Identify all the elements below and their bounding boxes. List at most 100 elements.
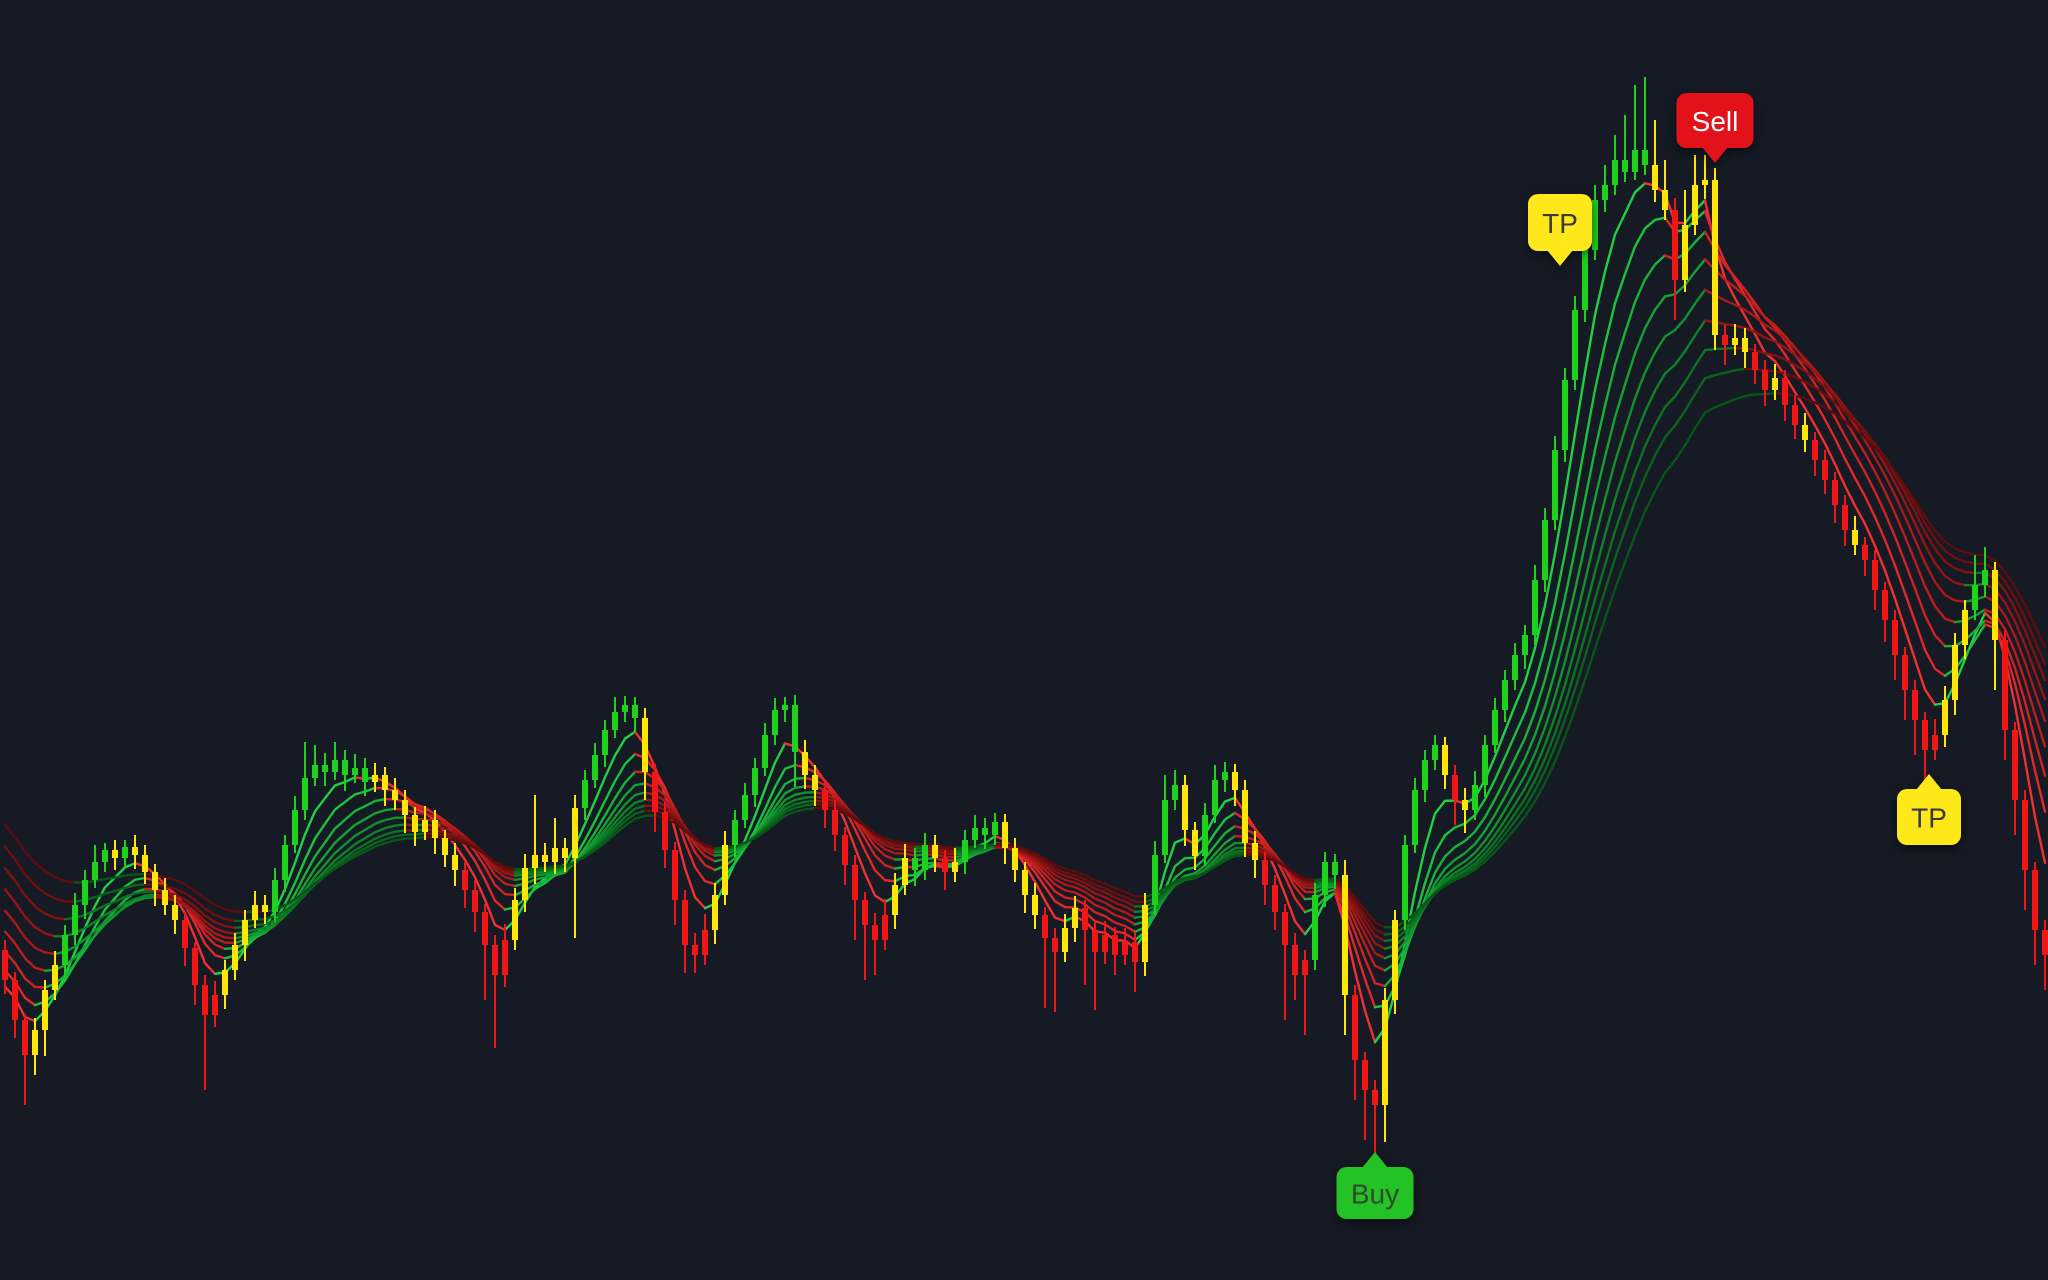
candle (1832, 472, 1838, 523)
candle (702, 914, 708, 965)
candle (332, 742, 338, 780)
ema-ribbon-line (1233, 834, 1317, 894)
candle (1902, 647, 1908, 720)
candle-body (162, 890, 168, 905)
candle (1112, 927, 1118, 975)
candle-body (1532, 580, 1538, 635)
sell-balloon (1676, 93, 1754, 148)
candle (872, 913, 878, 975)
candle-body (982, 828, 988, 835)
candle-body (1282, 912, 1288, 945)
candle-body (1492, 710, 1498, 745)
candle (1462, 788, 1468, 833)
candle-body (1622, 160, 1628, 172)
candle (1252, 831, 1258, 878)
candle-body (632, 705, 638, 718)
candle (1992, 562, 1998, 690)
ema-ribbon-line (233, 816, 407, 940)
candle-body (202, 985, 208, 1015)
candle (252, 891, 258, 928)
candle (1282, 904, 1288, 1020)
candle-body (442, 838, 448, 855)
candle (572, 795, 578, 938)
candle-body (482, 912, 488, 945)
candle-body (1462, 800, 1468, 810)
candle (1822, 450, 1828, 494)
ema-ribbon-line (1383, 288, 1707, 960)
candle-body (582, 780, 588, 808)
candle-body (1782, 378, 1788, 405)
sell-signal-label[interactable]: Sell (1676, 93, 1754, 163)
candle-body (1662, 190, 1668, 210)
ema-ribbon-line (263, 835, 427, 913)
candle (142, 845, 148, 884)
candle-body (2022, 800, 2028, 870)
candle (1352, 985, 1358, 1100)
candle (922, 833, 928, 880)
candle-body (1232, 772, 1238, 790)
candle (1422, 750, 1428, 802)
ema-ribbon-line (1703, 230, 1947, 648)
candle (902, 844, 908, 895)
candle (1672, 198, 1678, 320)
candle-body (422, 820, 428, 832)
candle (592, 743, 598, 788)
candle-body (1792, 405, 1798, 425)
candle-body (1942, 700, 1948, 735)
candle-body (1112, 935, 1118, 955)
ema-ribbon-line (1383, 319, 1707, 950)
candle-body (182, 920, 188, 948)
ema-ribbon-line (1703, 199, 1937, 706)
candle (1012, 838, 1018, 882)
candle-body (312, 765, 318, 778)
ema-ribbon-line (923, 853, 957, 859)
candle-body (502, 940, 508, 975)
ema-ribbon-line (1333, 891, 1377, 1044)
buy-signal-label[interactable]: Buy (1336, 1152, 1414, 1219)
candle-body (1832, 480, 1838, 505)
candle (1302, 950, 1308, 1035)
candle-body (1582, 250, 1588, 310)
candle (982, 818, 988, 849)
candle (262, 895, 268, 924)
candle (1532, 565, 1538, 645)
candle-body (1872, 560, 1878, 590)
candle (1392, 910, 1398, 1014)
candle (2022, 790, 2028, 910)
tp-signal-label-2[interactable]: TP (1897, 774, 1961, 845)
candle (1892, 610, 1898, 680)
ema-ribbon-line (153, 890, 237, 929)
candle (1652, 120, 1658, 202)
candle-body (992, 822, 998, 835)
candle (1682, 190, 1688, 292)
candle-body (1672, 210, 1678, 280)
ema-ribbon-line (403, 816, 517, 881)
candles-layer (2, 77, 2048, 1157)
candle (1232, 764, 1238, 806)
candle-body (562, 848, 568, 858)
candle-body (1372, 1090, 1378, 1105)
candle (1182, 775, 1188, 846)
candle-body (1572, 310, 1578, 380)
candle (542, 843, 548, 872)
candle-body (1102, 935, 1108, 952)
signals-layer: Sell TP Buy TP (1336, 93, 1961, 1219)
candle-body (592, 755, 598, 780)
candle-body (1132, 942, 1138, 962)
candle-body (62, 935, 68, 965)
candle-body (1042, 915, 1048, 938)
candle (942, 850, 948, 890)
candle (462, 862, 468, 908)
candle (722, 831, 728, 905)
candle-body (1022, 870, 1028, 895)
candle-body (102, 850, 108, 862)
tp-signal-label-1[interactable]: TP (1528, 194, 1592, 266)
candle-body (602, 730, 608, 755)
candle (932, 835, 938, 872)
candle (1512, 643, 1518, 690)
candle-body (2042, 930, 2048, 955)
candle-body (1712, 180, 1718, 335)
sell-text: Sell (1692, 106, 1739, 137)
candle-body (132, 847, 138, 855)
